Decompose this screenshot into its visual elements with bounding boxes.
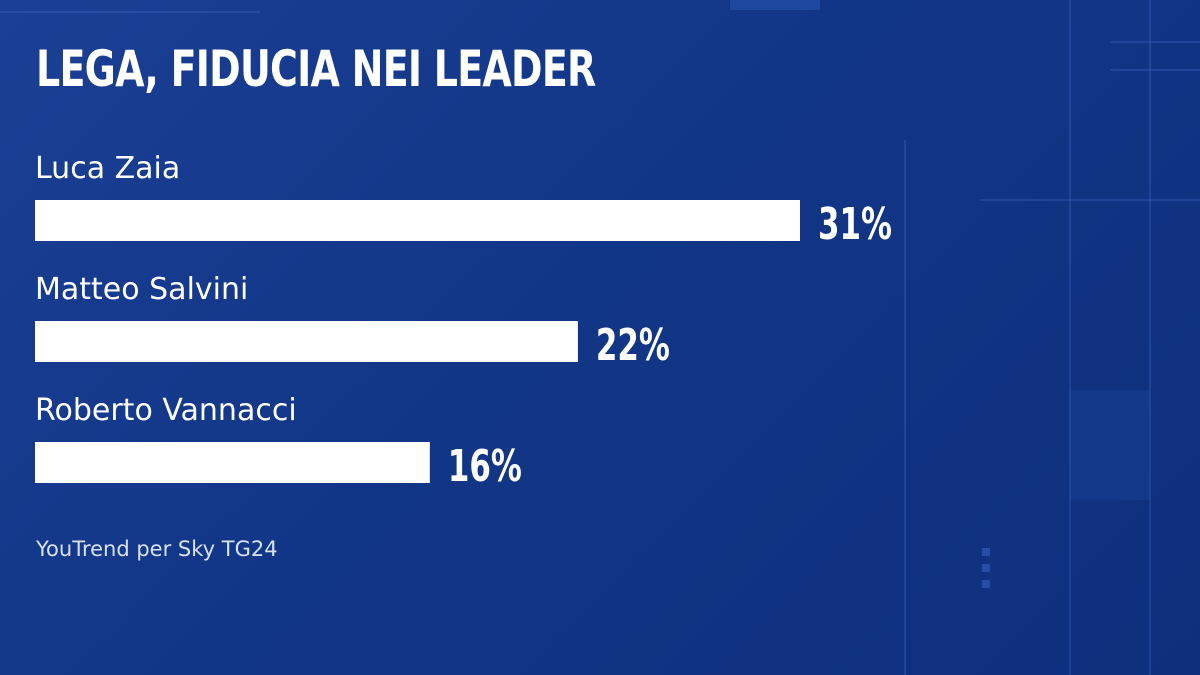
value-label: 22% <box>596 320 670 371</box>
category-label: Luca Zaia <box>35 151 180 186</box>
category-label: Matteo Salvini <box>35 272 248 307</box>
bar <box>35 200 800 241</box>
category-label: Roberto Vannacci <box>35 393 297 428</box>
value-label: 31% <box>818 199 892 250</box>
bar <box>35 321 578 362</box>
value-label: 16% <box>448 441 522 492</box>
bar <box>35 442 430 483</box>
source-credit: YouTrend per Sky TG24 <box>36 537 278 561</box>
chart-title: LEGA, FIDUCIA NEI LEADER <box>36 40 596 98</box>
